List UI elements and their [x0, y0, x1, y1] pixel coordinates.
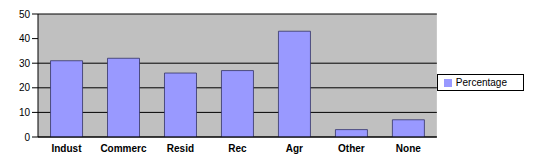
svg-text:Agr: Agr	[286, 143, 303, 154]
svg-text:Other: Other	[338, 143, 365, 154]
svg-text:Commerc: Commerc	[100, 143, 147, 154]
svg-text:0: 0	[24, 132, 30, 143]
svg-text:None: None	[396, 143, 421, 154]
svg-text:Rec: Rec	[228, 143, 247, 154]
svg-text:10: 10	[19, 107, 31, 118]
html-text:Percentage: Percentage	[455, 77, 507, 88]
svg-text:30: 30	[19, 58, 31, 69]
svg-text:Resid: Resid	[167, 143, 194, 154]
svg-text:50: 50	[19, 9, 31, 20]
svg-text:Indust: Indust	[51, 143, 82, 154]
svg-text:20: 20	[19, 82, 31, 93]
svg-text:40: 40	[19, 33, 31, 44]
